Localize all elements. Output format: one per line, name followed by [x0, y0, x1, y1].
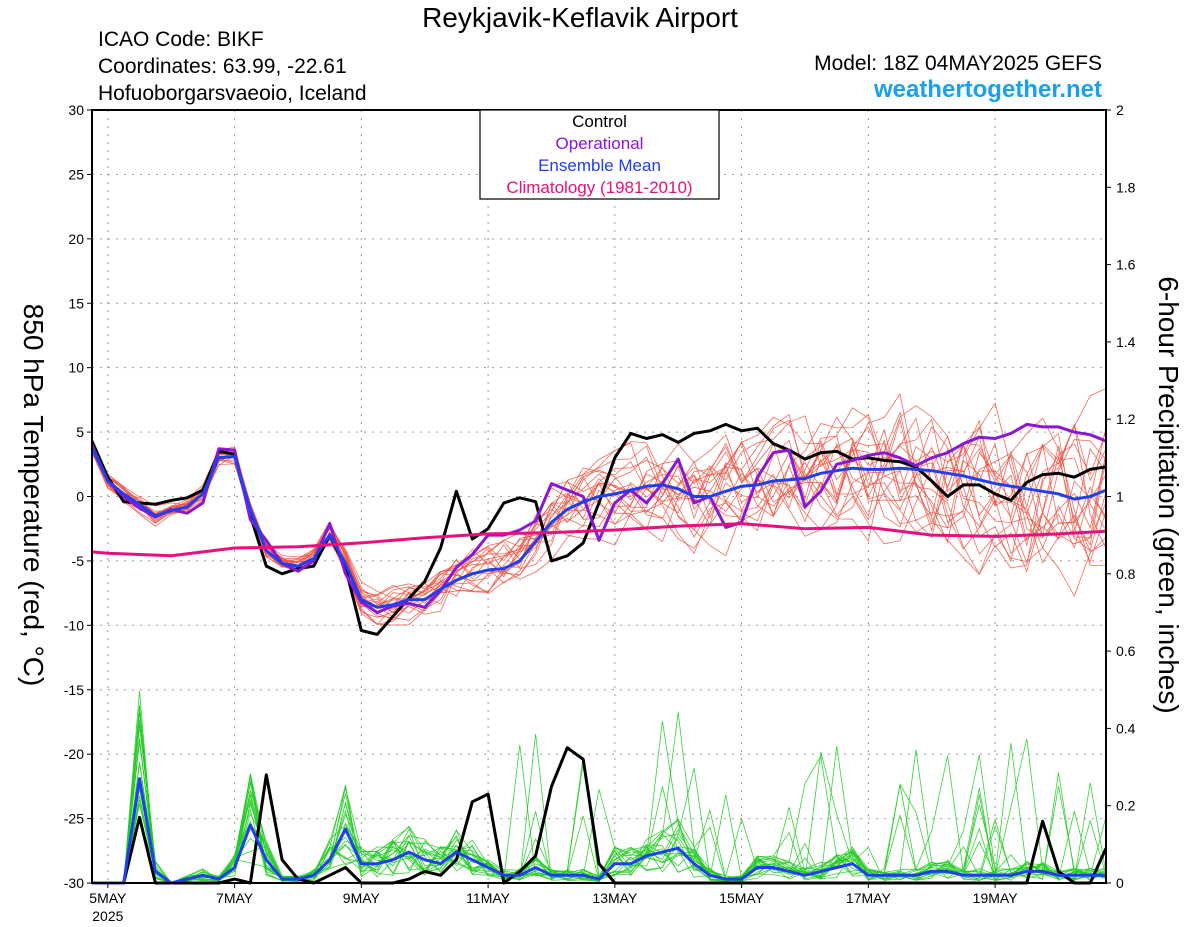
legend-entry: Control — [572, 112, 627, 131]
y-tick-label-left: 20 — [68, 231, 84, 247]
x-tick-label: 7MAY — [216, 890, 254, 906]
legend-entry: Climatology (1981-2010) — [506, 178, 692, 197]
x-tick-label: 5MAY — [89, 890, 127, 906]
ensemble-members — [91, 388, 1107, 884]
y-tick-label-right: 0.2 — [1116, 798, 1136, 814]
x-tick-label: 17MAY — [846, 890, 892, 906]
y-axis-label-right: 6-hour Precipitation (green, inches) — [1153, 276, 1184, 714]
y-tick-label-right: 1.6 — [1116, 257, 1136, 273]
y-tick-label-right: 2 — [1116, 102, 1124, 118]
x-tick-sublabel: 2025 — [92, 908, 123, 924]
series-lines — [90, 422, 1108, 885]
temp-member-line — [91, 418, 1107, 626]
temp-line-control — [90, 422, 1107, 636]
y-tick-label-right: 0.6 — [1116, 643, 1136, 659]
coordinates: Coordinates: 63.99, -22.61 — [98, 55, 347, 78]
x-tick-label: 19MAY — [973, 890, 1019, 906]
y-tick-label-left: -30 — [64, 875, 84, 891]
temp-member-line — [91, 427, 1107, 606]
temp-line-ensemble-mean — [90, 446, 1107, 609]
legend-entry: Operational — [556, 134, 644, 153]
temp-member-line — [91, 417, 1107, 610]
temp-member-line — [91, 407, 1107, 625]
x-tick-label: 9MAY — [343, 890, 381, 906]
y-tick-label-right: 1 — [1116, 489, 1124, 505]
precip-member-line — [92, 746, 1107, 884]
y-tick-label-left: -25 — [64, 811, 84, 827]
place-name: Hofuoborgarsvaeoio, Iceland — [98, 82, 367, 105]
temp-line-operational — [90, 422, 1107, 614]
chart-title: Reykjavik-Keflavik Airport — [422, 2, 738, 33]
x-tick-label: 13MAY — [592, 890, 638, 906]
y-tick-label-left: -5 — [72, 553, 85, 569]
temp-member-line — [91, 405, 1107, 610]
axes: 302520151050-5-10-15-20-25-3021.81.61.41… — [64, 102, 1136, 924]
icao-code: ICAO Code: BIKF — [98, 28, 264, 51]
y-tick-label-left: -15 — [64, 682, 84, 698]
temp-line-climatology-1981-2010 — [91, 522, 1107, 558]
y-tick-label-right: 1.2 — [1116, 411, 1136, 427]
precip-member-line — [92, 740, 1107, 884]
y-tick-label-right: 0.8 — [1116, 566, 1136, 582]
y-tick-label-left: 15 — [68, 295, 84, 311]
y-tick-label-right: 1.4 — [1116, 334, 1136, 350]
y-tick-label-left: 30 — [68, 102, 84, 118]
y-tick-label-right: 0 — [1116, 875, 1124, 891]
y-tick-label-left: 10 — [68, 360, 84, 376]
x-tick-label: 11MAY — [466, 890, 510, 906]
x-tick-label: 15MAY — [719, 890, 765, 906]
y-tick-label-right: 0.4 — [1116, 720, 1136, 736]
legend-entry: Ensemble Mean — [538, 156, 661, 175]
legend-box — [479, 109, 720, 200]
y-tick-label-left: 5 — [76, 424, 84, 440]
site-link[interactable]: weathertogether.net — [873, 76, 1102, 103]
temp-member-line — [91, 425, 1107, 608]
legend: Control Operational Ensemble Mean Climatolo… — [479, 109, 720, 200]
y-tick-label-left: 0 — [76, 489, 84, 505]
y-axis-label-left: 850 hPa Temperature (red, °C) — [18, 303, 49, 687]
y-tick-label-left: -20 — [64, 746, 84, 762]
y-tick-label-right: 1.8 — [1116, 179, 1136, 195]
y-tick-label-left: -10 — [64, 617, 84, 633]
model-run: Model: 18Z 04MAY2025 GEFS — [814, 52, 1102, 75]
y-tick-label-left: 25 — [68, 166, 84, 182]
precip-line-ensemble-mean — [92, 777, 1106, 885]
